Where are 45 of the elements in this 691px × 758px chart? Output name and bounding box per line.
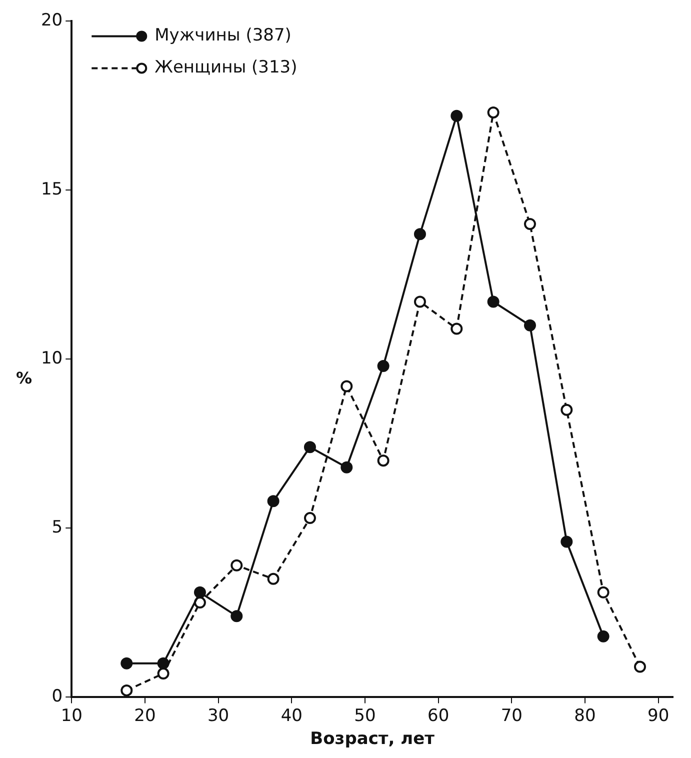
point — [524, 218, 536, 230]
point — [597, 586, 610, 598]
x-tick-label: 80 — [574, 706, 596, 726]
point — [120, 657, 133, 670]
point — [120, 684, 133, 696]
point — [487, 106, 500, 118]
point — [267, 572, 280, 585]
x-tick-label: 40 — [280, 706, 302, 726]
point — [230, 610, 243, 622]
point — [450, 322, 463, 335]
point — [377, 454, 390, 467]
y-tick-label: 10 — [40, 348, 63, 369]
point — [304, 512, 316, 524]
x-tick-label: 20 — [134, 706, 156, 726]
point — [487, 296, 500, 308]
point — [157, 657, 170, 670]
point — [194, 586, 206, 598]
x-tick-label: 90 — [648, 706, 670, 726]
point — [560, 404, 573, 416]
point — [267, 495, 280, 508]
point — [230, 559, 243, 572]
point — [414, 296, 426, 308]
y-tick-label: 5 — [52, 518, 63, 538]
point — [340, 380, 353, 392]
point — [340, 461, 353, 474]
legend-label: Мужчины (387) — [154, 26, 292, 46]
point — [414, 228, 426, 240]
x-tick-label: 30 — [207, 706, 230, 726]
y-tick-label: 15 — [40, 180, 63, 200]
x-axis-title: Возраст, лет — [310, 729, 435, 750]
point — [377, 360, 390, 372]
point — [560, 536, 573, 548]
y-tick-label: 0 — [52, 686, 63, 707]
point — [450, 110, 463, 122]
legend-label: Женщины (313) — [154, 58, 298, 78]
point — [157, 668, 170, 680]
point — [304, 441, 316, 454]
point — [597, 630, 610, 642]
point — [634, 660, 646, 673]
y-tick-label: 20 — [40, 10, 63, 31]
x-tick-label: 70 — [500, 706, 522, 726]
point — [524, 319, 536, 332]
x-tick-label: 50 — [354, 706, 376, 726]
y-axis-title: % — [16, 368, 32, 388]
x-tick-label: 60 — [428, 706, 450, 726]
